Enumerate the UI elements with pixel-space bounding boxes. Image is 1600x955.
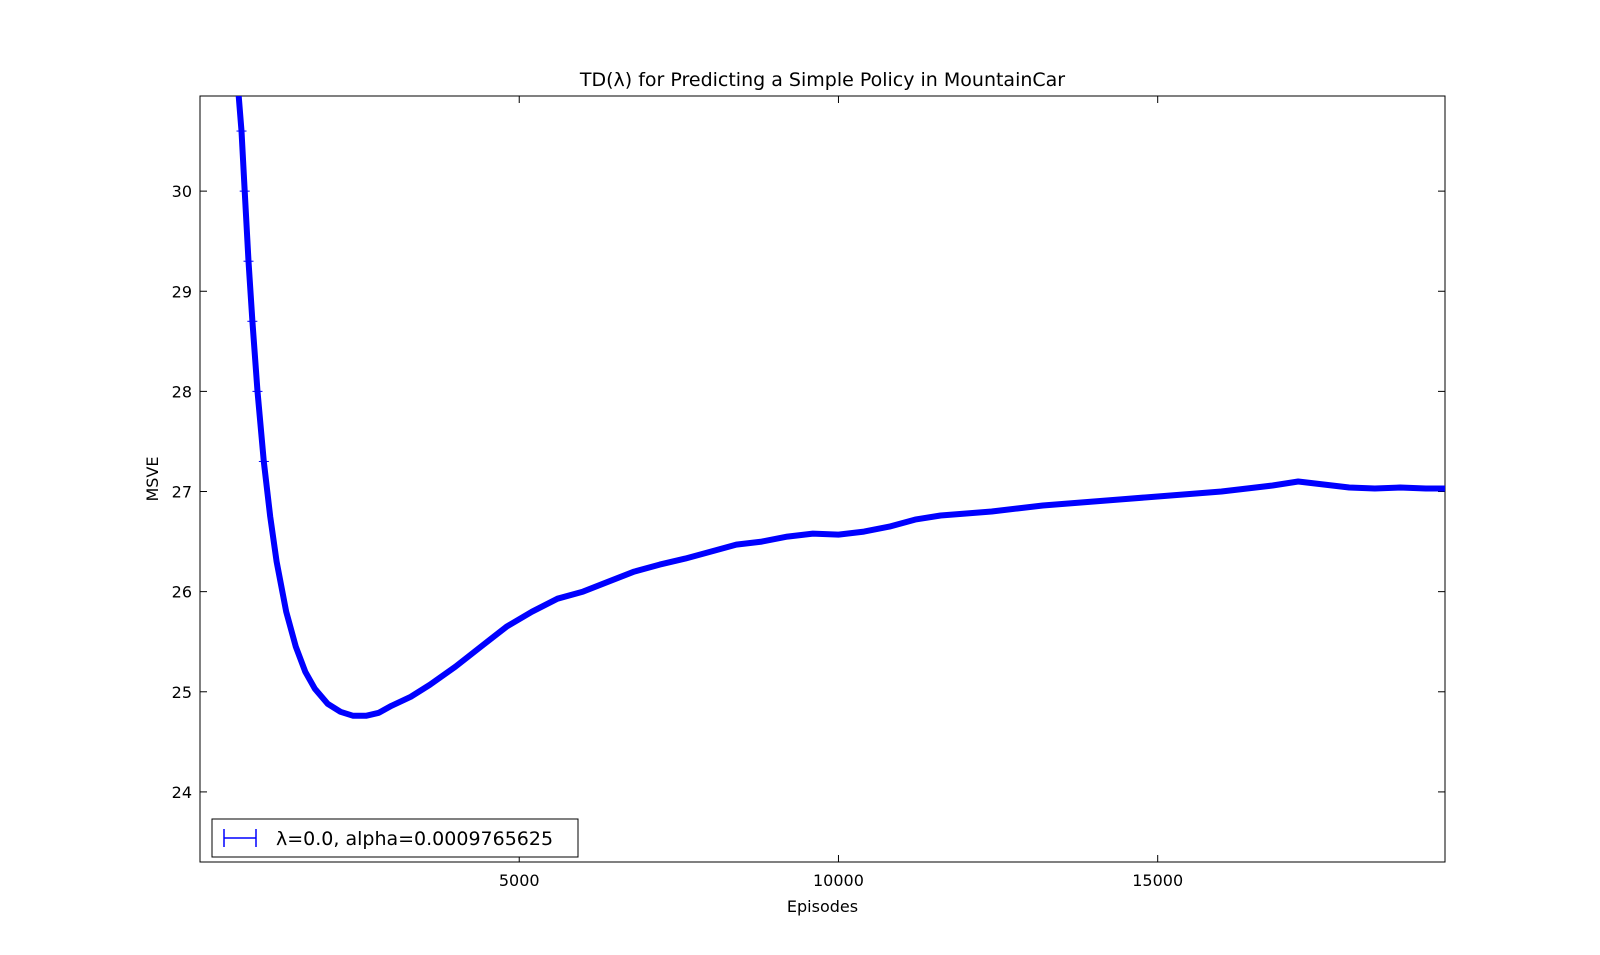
- x-tick-label: 15000: [1132, 871, 1183, 890]
- x-tick-label: 5000: [499, 871, 540, 890]
- y-tick-label: 28: [172, 382, 192, 401]
- legend-box: [211, 818, 579, 858]
- y-tick-label: 30: [172, 182, 192, 201]
- x-axis-label: Episodes: [787, 897, 858, 916]
- y-axis-label: MSVE: [143, 456, 162, 501]
- y-tick-label: 26: [172, 583, 192, 602]
- plot-frame: [199, 95, 1446, 863]
- plot-area: 5000 10000 15000 24 25 26 27 28 29 30: [172, 95, 1446, 890]
- y-tick-label: 27: [172, 483, 192, 502]
- legend-entry-label: λ=0.0, alpha=0.0009765625: [276, 828, 553, 850]
- legend-errorbar-icon: [223, 829, 257, 847]
- y-tick-label: 29: [172, 282, 192, 301]
- series-layer: [235, 96, 1445, 719]
- y-tick-label: 24: [172, 783, 192, 802]
- x-axis-ticks: 5000 10000 15000: [499, 96, 1183, 890]
- y-tick-label: 25: [172, 683, 192, 702]
- legend: λ=0.0, alpha=0.0009765625: [211, 818, 579, 858]
- chart-title: TD(λ) for Predicting a Simple Policy in …: [579, 69, 1065, 91]
- y-axis-ticks: 24 25 26 27 28 29 30: [172, 182, 1445, 802]
- x-tick-label: 10000: [813, 871, 864, 890]
- series-line: [235, 96, 1445, 719]
